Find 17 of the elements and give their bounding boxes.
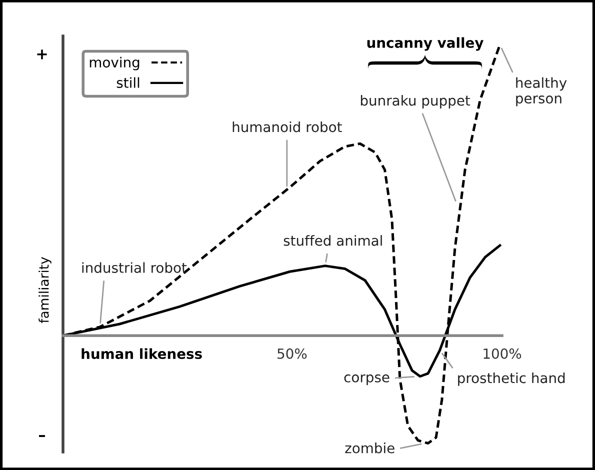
x-tick-label: 100% <box>484 348 522 359</box>
annotation: industrial robot <box>82 262 187 273</box>
annotation: healthy person <box>516 77 567 106</box>
annotation: stuffed animal <box>284 235 382 246</box>
y-axis-title: familiarity <box>38 257 52 324</box>
legend-label: moving <box>90 56 140 70</box>
annotation: humanoid robot <box>232 121 342 132</box>
annotation: zombie <box>345 442 394 454</box>
annotation: prosthetic hand <box>458 372 565 386</box>
annotation: corpse <box>344 374 390 386</box>
text: – <box>39 435 45 437</box>
x-tick-label: 50% <box>278 348 307 359</box>
legend-label: still <box>116 77 140 88</box>
annotation: bunraku puppet <box>360 95 470 108</box>
text: + <box>37 50 47 60</box>
annotation: uncanny valley <box>367 37 484 51</box>
x-axis-title: human likeness <box>82 348 202 360</box>
